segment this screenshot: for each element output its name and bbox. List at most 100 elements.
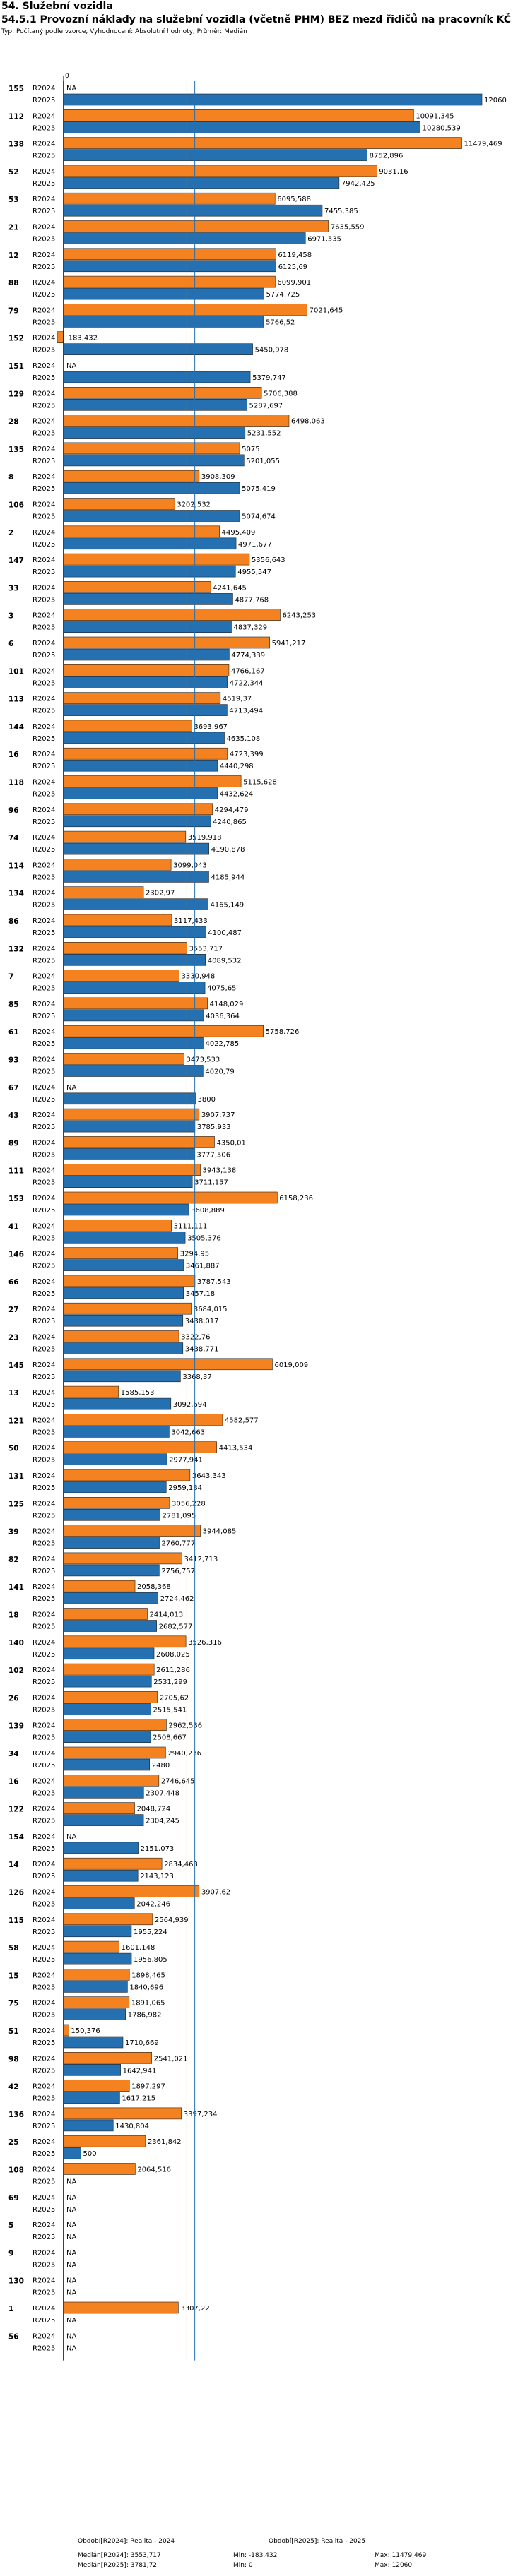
bar-2024 [63,1441,217,1453]
bar-2024 [63,415,290,427]
group-label: 12 [8,251,19,260]
group-label: 126 [8,1889,24,1897]
max-2025: Max: 12060 [375,2562,413,2569]
series-label-2025: R2025 [33,208,55,215]
value-label-2025: 1642,941 [123,2067,157,2075]
bar-2025 [63,1897,135,1909]
series-label-2025: R2025 [33,1401,55,1409]
value-label-2025: 12060 [484,97,507,105]
value-label-2024: 2834,463 [164,1861,198,1868]
group-label: 56 [8,2332,19,2341]
value-label-2024: 1585,153 [121,1389,155,1397]
value-label-2025: NA [66,2317,76,2325]
bar-2025 [63,1453,167,1465]
group-label: 1 [8,2305,13,2313]
bar-2024 [63,470,200,482]
bar-2024 [63,1691,158,1703]
group-label: 79 [8,306,19,315]
series-label-2024: R2024 [33,529,55,537]
page-title: 54. Služební vozidla [1,1,113,12]
value-label-2025: 4955,547 [237,568,271,576]
series-label-2025: R2025 [33,1318,55,1325]
value-label-2024: 4766,167 [231,667,265,675]
value-label-2024: 3099,043 [173,861,207,869]
value-label-2025: 4190,878 [211,846,245,854]
bar-2025 [63,1703,151,1715]
group-label: 86 [8,917,19,926]
value-label-2024: 2302,97 [146,890,175,898]
bar-2025 [63,1176,193,1188]
series-label-2025: R2025 [33,1706,55,1714]
series-label-2024: R2024 [33,1056,55,1064]
bar-2024 [63,1746,166,1759]
series-label-2025: R2025 [33,291,55,299]
group-label: 34 [8,1750,19,1758]
bar-2025 [63,2036,124,2049]
value-label-2024: 6019,009 [274,1361,308,1369]
value-label-2025: NA [66,2178,76,2186]
series-label-2025: R2025 [33,1568,55,1575]
series-label-2024: R2024 [33,196,55,203]
group-label: 113 [8,696,24,704]
group-label: 155 [8,85,24,93]
value-label-2025: 2724,462 [160,1595,194,1603]
value-label-2024: 2048,724 [137,1806,171,1813]
value-label-2024: 6158,236 [279,1195,313,1203]
group-label: 2 [8,529,13,537]
value-label-2024: 7021,645 [310,306,343,314]
group-label: 3 [8,612,13,621]
bar-2024 [63,192,276,205]
group-label: 9 [8,2249,13,2258]
bar-2024 [63,2163,136,2175]
series-label-2025: R2025 [33,1429,55,1436]
value-label-2024: 2361,842 [148,2138,182,2146]
bar-2025 [63,1426,170,1438]
bar-2024 [63,581,211,593]
bar-2025 [63,954,206,966]
series-label-2025: R2025 [33,1096,55,1104]
value-label-2024: 3526,316 [188,1639,222,1647]
group-label: 43 [8,1111,19,1120]
bar-2024 [63,997,208,1010]
value-label-2025: 4774,339 [231,652,265,660]
bar-2025 [63,93,483,106]
series-label-2025: R2025 [33,679,55,687]
group-label: 67 [8,1084,19,1092]
bar-2024 [63,914,172,926]
series-label-2024: R2024 [33,473,55,481]
value-label-2025: 2143,123 [140,1873,174,1880]
series-label-2025: R2025 [33,124,55,132]
value-label-2025: 4432,624 [220,791,254,799]
value-label-2025: NA [66,2261,76,2269]
value-label-2025: 4100,487 [208,929,242,937]
series-label-2025: R2025 [33,846,55,854]
series-label-2025: R2025 [33,2289,55,2297]
bar-2025 [63,1065,204,1077]
series-label-2025: R2025 [33,1789,55,1797]
bar-2024 [63,942,187,954]
series-label-2025: R2025 [33,902,55,910]
value-label-2024: 1897,297 [131,2083,165,2091]
value-label-2024: NA [66,2194,76,2202]
series-label-2025: R2025 [33,1928,55,1936]
bar-2024 [63,275,276,288]
value-label-2024: 5706,388 [264,390,298,398]
series-label-2024: R2024 [33,2305,55,2313]
value-label-2025: 500 [83,2150,97,2158]
series-label-2025: R2025 [33,153,55,160]
value-label-2024: NA [66,1084,76,1092]
series-label-2024: R2024 [33,1334,55,1342]
group-label: 18 [8,1611,19,1620]
bar-2024 [63,1053,184,1065]
series-label-2025: R2025 [33,596,55,604]
group-label: 23 [8,1334,19,1342]
bar-2024 [63,2024,69,2037]
value-label-2025: 5231,552 [247,430,281,438]
series-label-2024: R2024 [33,2027,55,2035]
value-label-2025: 6125,69 [278,263,307,271]
series-label-2024: R2024 [33,1389,55,1397]
value-label-2024: 5356,643 [252,556,285,564]
value-label-2024: 5941,217 [272,640,306,648]
group-label: 5 [8,2222,13,2230]
bar-2025 [63,2092,120,2104]
